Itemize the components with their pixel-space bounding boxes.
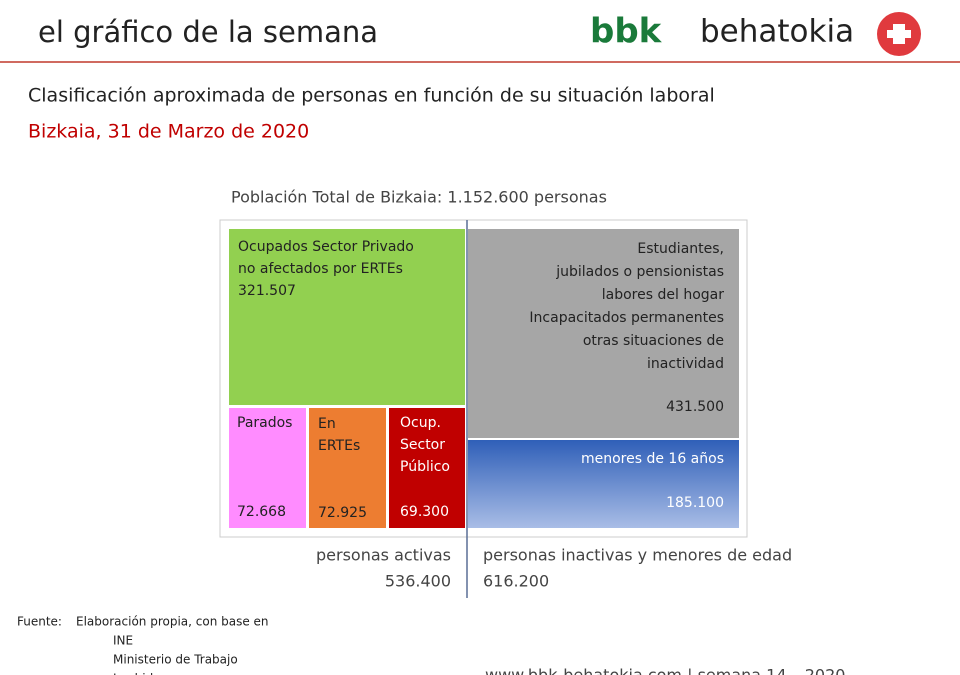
active-label: personas activas xyxy=(316,546,451,565)
source-line: Elaboración propia, con base en xyxy=(76,615,269,629)
active-value: 536.400 xyxy=(385,572,451,591)
box-value: 321.507 xyxy=(238,283,296,299)
inactive-label: personas inactivas y menores de edad xyxy=(483,546,792,565)
box-label: Ocupados Sector Privado xyxy=(238,239,414,255)
box-label: Estudiantes, xyxy=(637,241,724,257)
box-label: no afectados por ERTEs xyxy=(238,261,403,277)
box-label: labores del hogar xyxy=(602,287,724,303)
box-label: En xyxy=(318,416,336,432)
boxes: Ocupados Sector Privado no afectados por … xyxy=(229,229,739,528)
box-label: menores de 16 años xyxy=(581,451,724,467)
heading-title: Clasificación aproximada de personas en … xyxy=(28,85,715,107)
box xyxy=(389,408,465,528)
box-label: Incapacitados permanentes xyxy=(529,310,724,326)
inactive-value: 616.200 xyxy=(483,572,549,591)
box-value: 72.925 xyxy=(318,505,367,521)
box-label: inactividad xyxy=(647,356,724,372)
box-value: 185.100 xyxy=(666,495,724,511)
footer: www.bbk-behatokia.com | semana 14 – 2020 xyxy=(485,666,845,675)
logo-cross xyxy=(887,24,911,44)
box-label: Ocup. xyxy=(400,415,441,431)
header-title: el gráfico de la semana xyxy=(38,15,378,49)
source-label: Fuente: xyxy=(17,615,62,629)
logo-bbk: bbk xyxy=(590,12,663,52)
box-label: Parados xyxy=(237,415,292,431)
heading-subtitle: Bizkaia, 31 de Marzo de 2020 xyxy=(28,121,309,143)
box xyxy=(229,408,306,528)
source-line: Ministerio de Trabajo xyxy=(113,653,238,667)
box-label: Público xyxy=(400,459,450,475)
box-label: Sector xyxy=(400,437,445,453)
box-label: otras situaciones de xyxy=(583,333,724,349)
box-value: 431.500 xyxy=(666,399,724,415)
box xyxy=(468,229,739,438)
logo-name: behatokia xyxy=(700,14,854,50)
box xyxy=(468,440,739,528)
box-value: 72.668 xyxy=(237,504,286,520)
box xyxy=(229,229,465,405)
box-label: jubilados o pensionistas xyxy=(555,264,724,280)
box xyxy=(309,408,386,528)
source-line: Lanbide xyxy=(113,672,161,675)
source: Elaboración propia, con base en INE Minist… xyxy=(76,615,269,675)
box-value: 69.300 xyxy=(400,504,449,520)
box-label: ERTEs xyxy=(318,438,360,454)
diagram-caption: Población Total de Bizkaia: 1.152.600 pe… xyxy=(231,188,607,207)
source-line: INE xyxy=(113,634,133,648)
